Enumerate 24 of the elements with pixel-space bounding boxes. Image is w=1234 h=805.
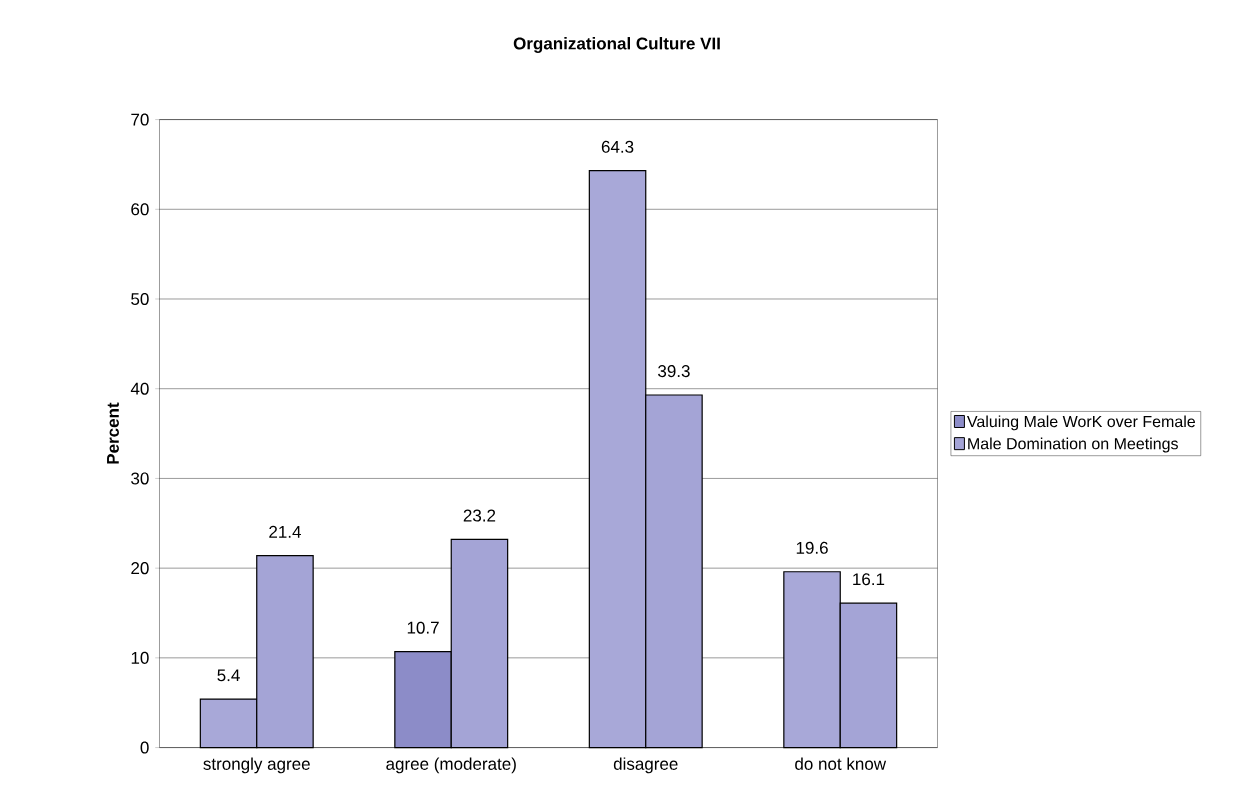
legend-label: Valuing Male WorK over Female bbox=[966, 415, 1195, 431]
y-tick-label: 0 bbox=[140, 741, 149, 754]
data-label: 10.7 bbox=[407, 621, 439, 634]
legend-label: Male Domination on Meetings bbox=[968, 437, 1178, 453]
x-tick-label: strongly agree bbox=[203, 757, 310, 774]
data-label: 16.1 bbox=[853, 573, 885, 586]
chart-title: Organizational Culture VII bbox=[513, 37, 720, 53]
y-axis-title: Percent bbox=[107, 402, 119, 464]
data-label: 39.3 bbox=[658, 365, 690, 378]
y-tick-label: 20 bbox=[131, 562, 149, 575]
data-label: 23.2 bbox=[463, 509, 496, 522]
y-tick-label: 40 bbox=[130, 382, 149, 395]
data-label: 21.4 bbox=[269, 525, 301, 538]
x-tick-label: disagree bbox=[613, 757, 678, 774]
data-label: 64.3 bbox=[601, 140, 634, 153]
data-label: 19.6 bbox=[796, 541, 828, 554]
y-tick-label: 50 bbox=[131, 292, 149, 306]
y-tick-label: 70 bbox=[131, 113, 149, 126]
x-tick-label: agree (moderate) bbox=[386, 757, 516, 774]
x-tick-label: do not know bbox=[795, 757, 887, 770]
y-tick-label: 60 bbox=[131, 203, 149, 216]
y-tick-label: 10 bbox=[131, 651, 149, 664]
y-tick-label: 30 bbox=[131, 472, 149, 485]
data-label: 5.4 bbox=[217, 669, 240, 682]
